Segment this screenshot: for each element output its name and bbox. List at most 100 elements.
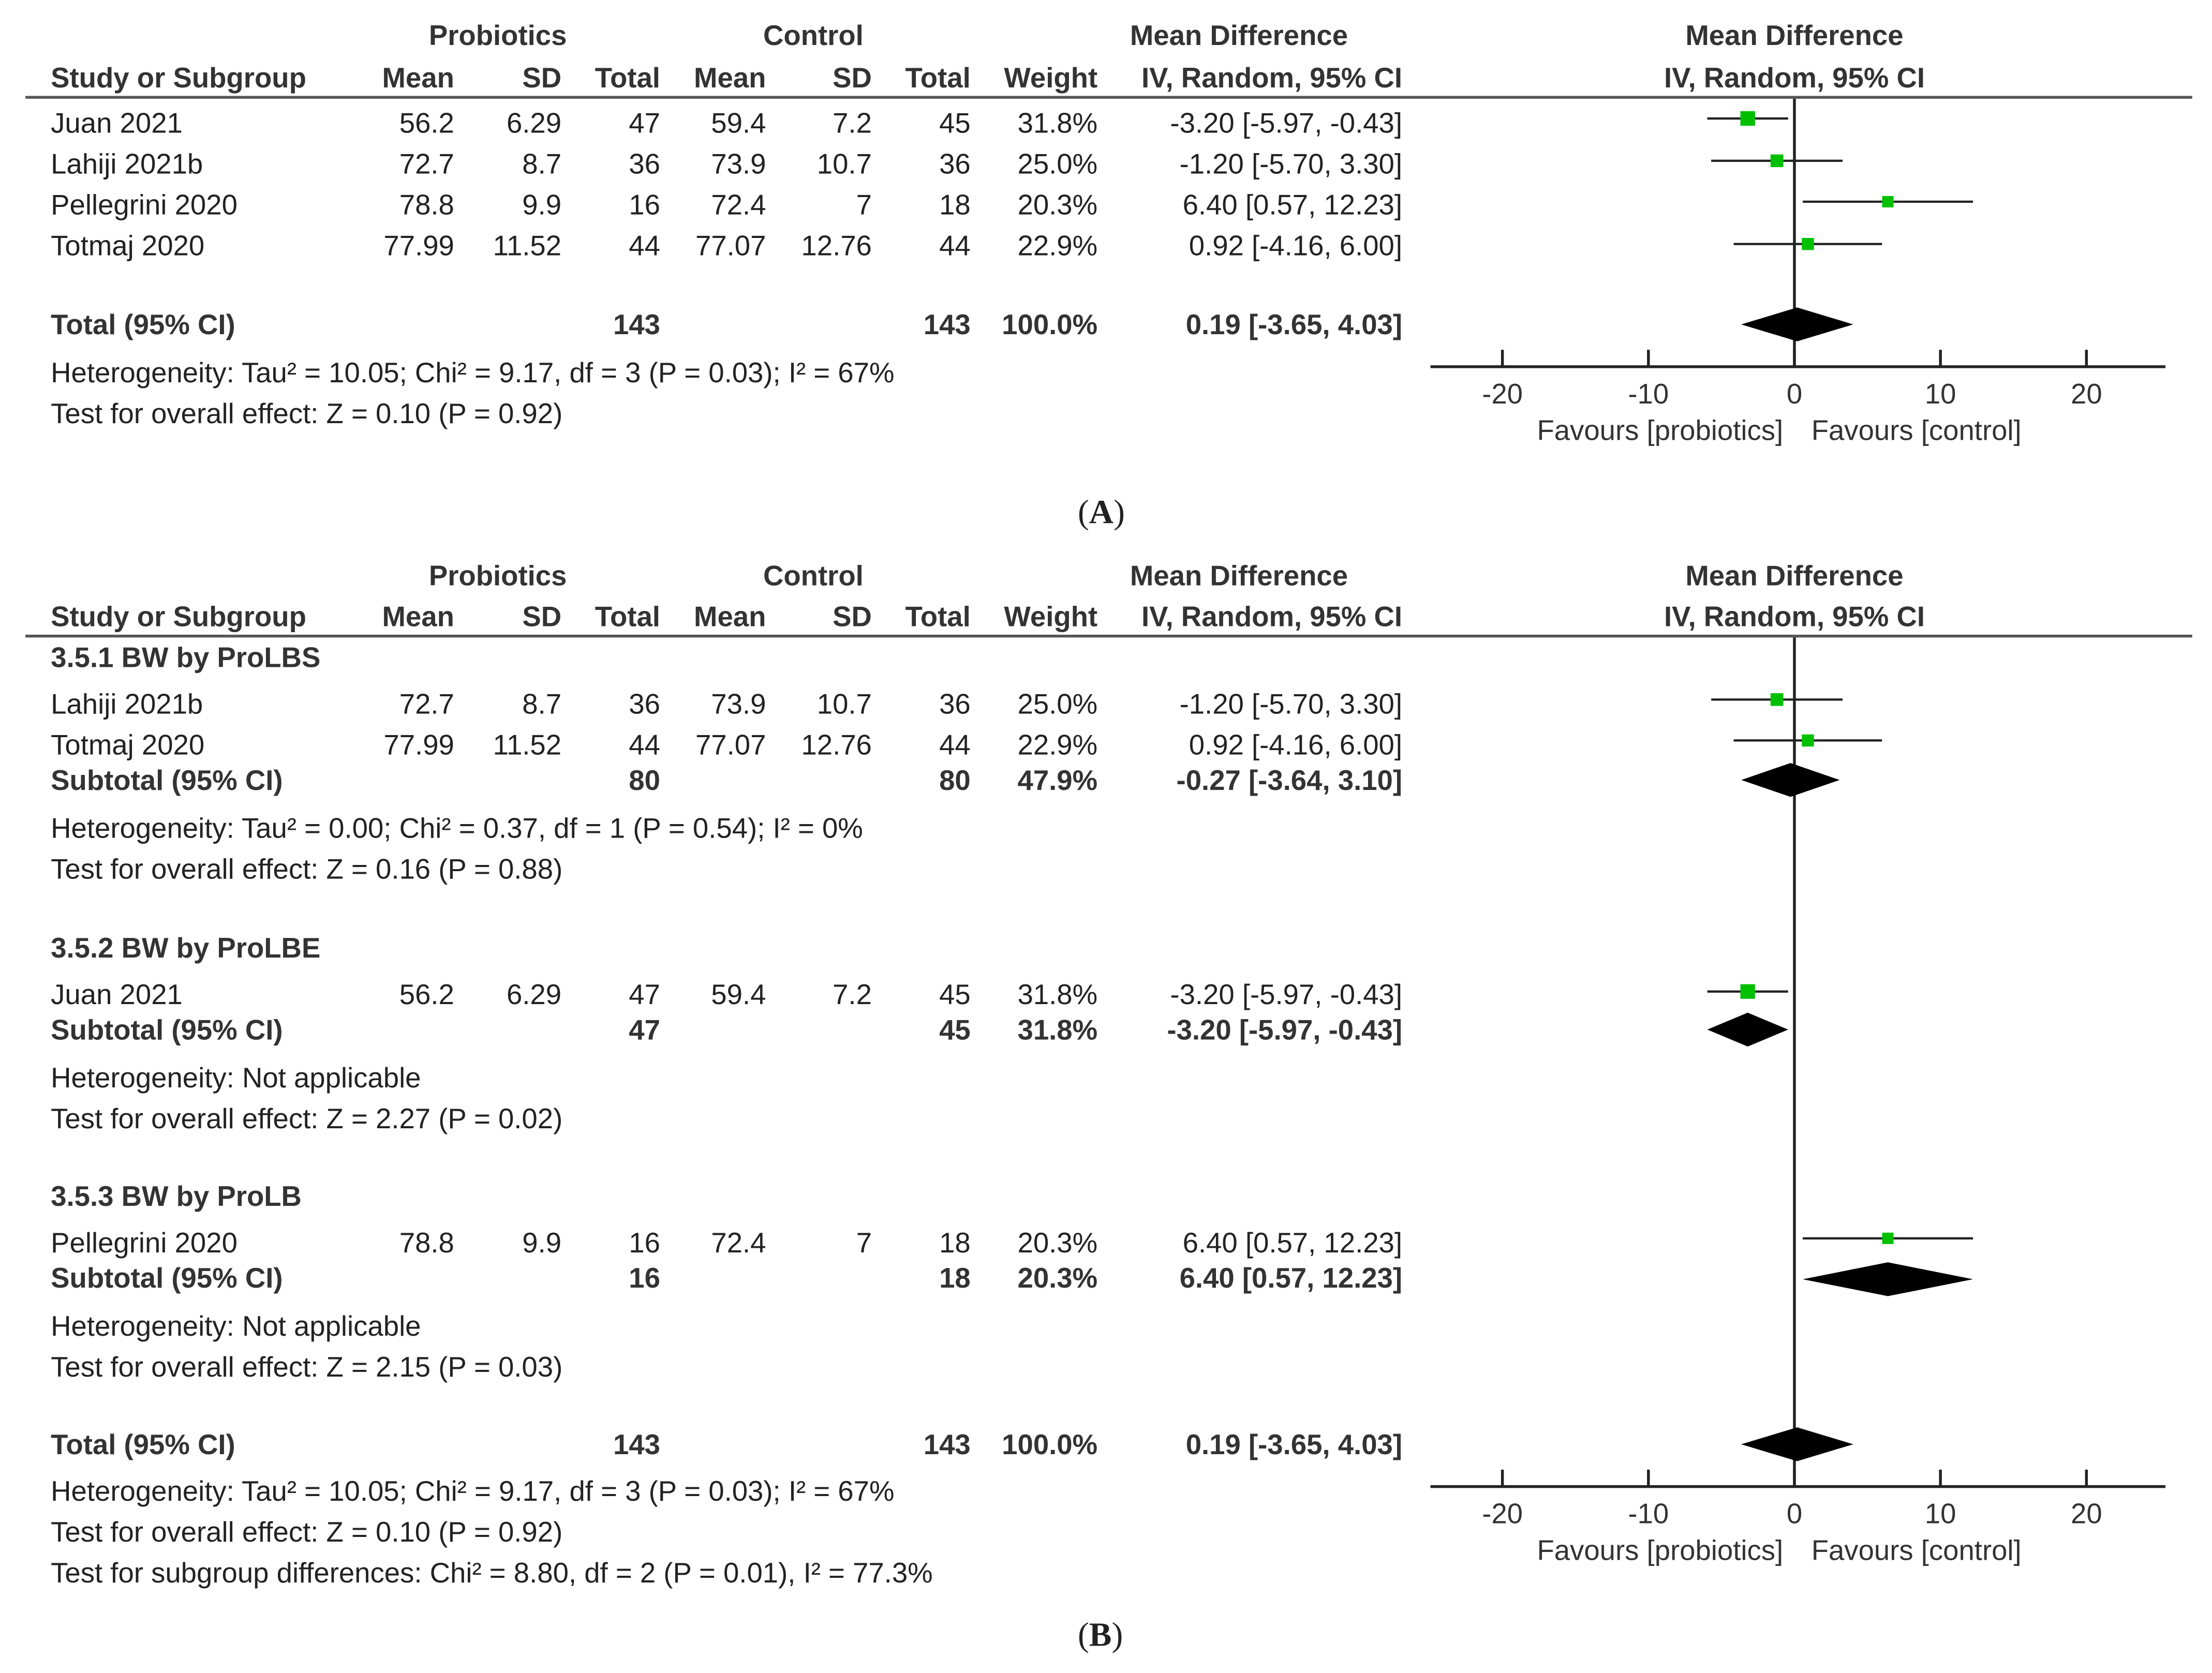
probiotics-header: Probiotics xyxy=(428,21,567,52)
overall-effect-text: Test for overall effect: Z = 0.10 (P = 0… xyxy=(51,1517,563,1549)
plot-method-header: IV, Random, 95% CI xyxy=(1664,63,1925,95)
probiotics-mean: 56.2 xyxy=(399,980,454,1011)
control-mean: 77.07 xyxy=(695,231,766,263)
method-header: IV, Random, 95% CI xyxy=(1141,602,1403,634)
pooled-diamond xyxy=(1707,1012,1788,1047)
subtotal-label: Subtotal (95% CI) xyxy=(51,766,283,797)
control-total: 18 xyxy=(939,190,971,222)
control-mean-header: Mean xyxy=(694,602,766,634)
probiotics-mean: 56.2 xyxy=(399,108,454,140)
probiotics-total: 47 xyxy=(629,108,660,140)
effect-ci: -3.20 [-5.97, -0.43] xyxy=(1170,108,1403,140)
probiotics-total: 36 xyxy=(629,690,660,721)
overall-effect-text: Test for overall effect: Z = 0.10 (P = 0… xyxy=(51,399,563,430)
study-name: Totmaj 2020 xyxy=(51,231,205,263)
weight: 20.3% xyxy=(1017,1228,1098,1260)
study-or-subgroup-header: Study or Subgroup xyxy=(51,602,306,634)
probiotics-mean: 72.7 xyxy=(399,690,454,721)
control-mean-header: Mean xyxy=(694,63,766,95)
effect-ci: 6.40 [0.57, 12.23] xyxy=(1182,1228,1403,1260)
probiotics-sd: 6.29 xyxy=(506,108,562,140)
probiotics-mean: 78.8 xyxy=(399,1228,454,1260)
control-total: 36 xyxy=(939,690,971,721)
x-tick-label: 10 xyxy=(1925,378,1956,410)
probiotics-mean: 77.99 xyxy=(383,231,454,263)
subtotal-label: Subtotal (95% CI) xyxy=(51,1015,283,1047)
probiotics-sd: 8.7 xyxy=(522,149,562,181)
study-name: Pellegrini 2020 xyxy=(51,190,237,222)
control-mean: 59.4 xyxy=(711,980,766,1011)
favours-left-label: Favours [probiotics] xyxy=(1537,1534,1783,1566)
control-sd: 10.7 xyxy=(816,149,872,181)
control-mean: 72.4 xyxy=(711,1228,766,1260)
total-label: Total (95% CI) xyxy=(51,310,235,341)
probiotics-total-header: Total xyxy=(595,602,660,634)
probiotics-mean: 78.8 xyxy=(399,190,454,222)
effect-ci: 0.92 [-4.16, 6.00] xyxy=(1189,730,1403,762)
control-total: 45 xyxy=(939,1015,971,1047)
x-tick-label: -10 xyxy=(1628,378,1669,410)
study-name: Juan 2021 xyxy=(51,980,183,1011)
control-sd: 12.76 xyxy=(801,730,872,762)
subtotal-label: Subtotal (95% CI) xyxy=(51,1263,283,1295)
effect-ci: 0.19 [-3.65, 4.03] xyxy=(1185,1430,1403,1461)
weight-header: Weight xyxy=(1004,602,1098,634)
control-sd: 7 xyxy=(856,190,872,222)
probiotics-total: 80 xyxy=(629,766,660,797)
effect-marker xyxy=(1802,237,1814,250)
control-total: 143 xyxy=(923,310,971,341)
effect-marker xyxy=(1802,734,1814,747)
probiotics-mean-header: Mean xyxy=(382,63,454,95)
effect-ci: 0.92 [-4.16, 6.00] xyxy=(1189,231,1403,263)
control-total-header: Total xyxy=(905,63,971,95)
effect-marker xyxy=(1770,154,1784,168)
probiotics-total: 47 xyxy=(629,980,660,1011)
mean-difference-header: Mean Difference xyxy=(1130,561,1348,593)
x-tick-label: -20 xyxy=(1482,378,1523,410)
weight: 22.9% xyxy=(1017,730,1098,762)
control-total: 18 xyxy=(939,1228,971,1260)
heterogeneity-text: Heterogeneity: Not applicable xyxy=(51,1311,421,1343)
heterogeneity-text: Heterogeneity: Tau² = 10.05; Chi² = 9.17… xyxy=(51,358,895,390)
plot-mean-difference-header: Mean Difference xyxy=(1685,561,1904,593)
pooled-diamond xyxy=(1803,1262,1973,1296)
probiotics-total: 16 xyxy=(629,1228,660,1260)
favours-right-label: Favours [control] xyxy=(1812,1534,2022,1566)
effect-ci: -0.27 [-3.64, 3.10] xyxy=(1176,766,1403,797)
study-name: Lahiji 2021b xyxy=(51,149,203,181)
control-total: 45 xyxy=(939,980,971,1011)
probiotics-header: Probiotics xyxy=(428,561,567,593)
control-mean: 59.4 xyxy=(711,108,766,140)
pooled-diamond xyxy=(1741,763,1840,797)
total-label: Total (95% CI) xyxy=(51,1430,235,1461)
overall-effect-text: Test for overall effect: Z = 0.16 (P = 0… xyxy=(51,855,563,886)
study-name: Lahiji 2021b xyxy=(51,690,203,721)
weight: 31.8% xyxy=(1017,108,1098,140)
subgroup-title: 3.5.1 BW by ProLBS xyxy=(51,643,321,675)
weight: 47.9% xyxy=(1017,766,1098,797)
effect-ci: 6.40 [0.57, 12.23] xyxy=(1182,190,1403,222)
weight: 31.8% xyxy=(1017,1015,1098,1047)
probiotics-mean-header: Mean xyxy=(382,602,454,634)
x-tick-label: 0 xyxy=(1787,378,1802,410)
probiotics-total: 16 xyxy=(629,1263,660,1295)
header-rule xyxy=(25,634,2192,638)
effect-marker xyxy=(1882,1232,1894,1244)
control-header: Control xyxy=(763,21,864,52)
control-total: 44 xyxy=(939,231,971,263)
weight: 20.3% xyxy=(1017,1263,1098,1295)
control-sd: 12.76 xyxy=(801,231,872,263)
control-total: 143 xyxy=(923,1430,971,1461)
probiotics-sd: 9.9 xyxy=(522,190,562,222)
x-tick-label: 0 xyxy=(1787,1498,1802,1530)
control-total-header: Total xyxy=(905,602,971,634)
control-total: 36 xyxy=(939,149,971,181)
x-tick-label: 20 xyxy=(2071,378,2102,410)
x-tick-label: -20 xyxy=(1482,1498,1523,1530)
panel-b-letter: B xyxy=(1089,1618,1112,1655)
weight: 31.8% xyxy=(1017,980,1098,1011)
control-total: 80 xyxy=(939,766,971,797)
x-tick-label: 10 xyxy=(1925,1498,1956,1530)
